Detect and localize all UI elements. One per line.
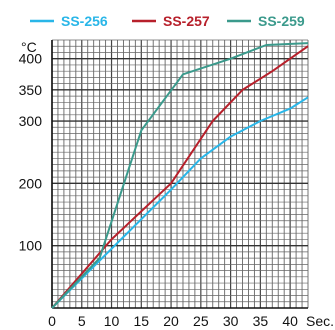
legend-label-ss-259: SS-259 (258, 13, 305, 29)
series-line-ss-257 (51, 45, 309, 309)
x-tick-label: 5 (78, 313, 86, 329)
grid (51, 39, 309, 309)
x-tick-label: 25 (193, 313, 209, 329)
y-tick-label: 300 (19, 113, 43, 129)
x-tick-label: 35 (253, 313, 269, 329)
y-tick-label: 350 (19, 82, 43, 98)
legend-label-ss-256: SS-256 (61, 13, 108, 29)
x-tick-label: 15 (134, 313, 150, 329)
y-tick-label: 400 (19, 51, 43, 67)
x-axis-unit-label: Sec. (306, 313, 334, 329)
series-lines (51, 42, 309, 309)
tick-labels: 0 5 10 15 20 25 30 35 40 100 200 300 350 400 (19, 51, 298, 329)
x-tick-label: 30 (223, 313, 239, 329)
series-line-ss-256 (51, 96, 309, 309)
axes (51, 40, 308, 309)
x-tick-label: 20 (163, 313, 179, 329)
x-tick-label: 0 (48, 313, 56, 329)
x-tick-label: 10 (104, 313, 120, 329)
y-axis-unit-label: °C (21, 39, 37, 55)
x-tick-label: 40 (282, 313, 298, 329)
legend-label-ss-257: SS-257 (163, 13, 210, 29)
y-tick-label: 200 (19, 175, 43, 191)
legend: SS-256 SS-257 SS-259 (30, 13, 305, 29)
series-line-ss-259 (51, 42, 309, 309)
y-tick-label: 100 (19, 238, 43, 254)
